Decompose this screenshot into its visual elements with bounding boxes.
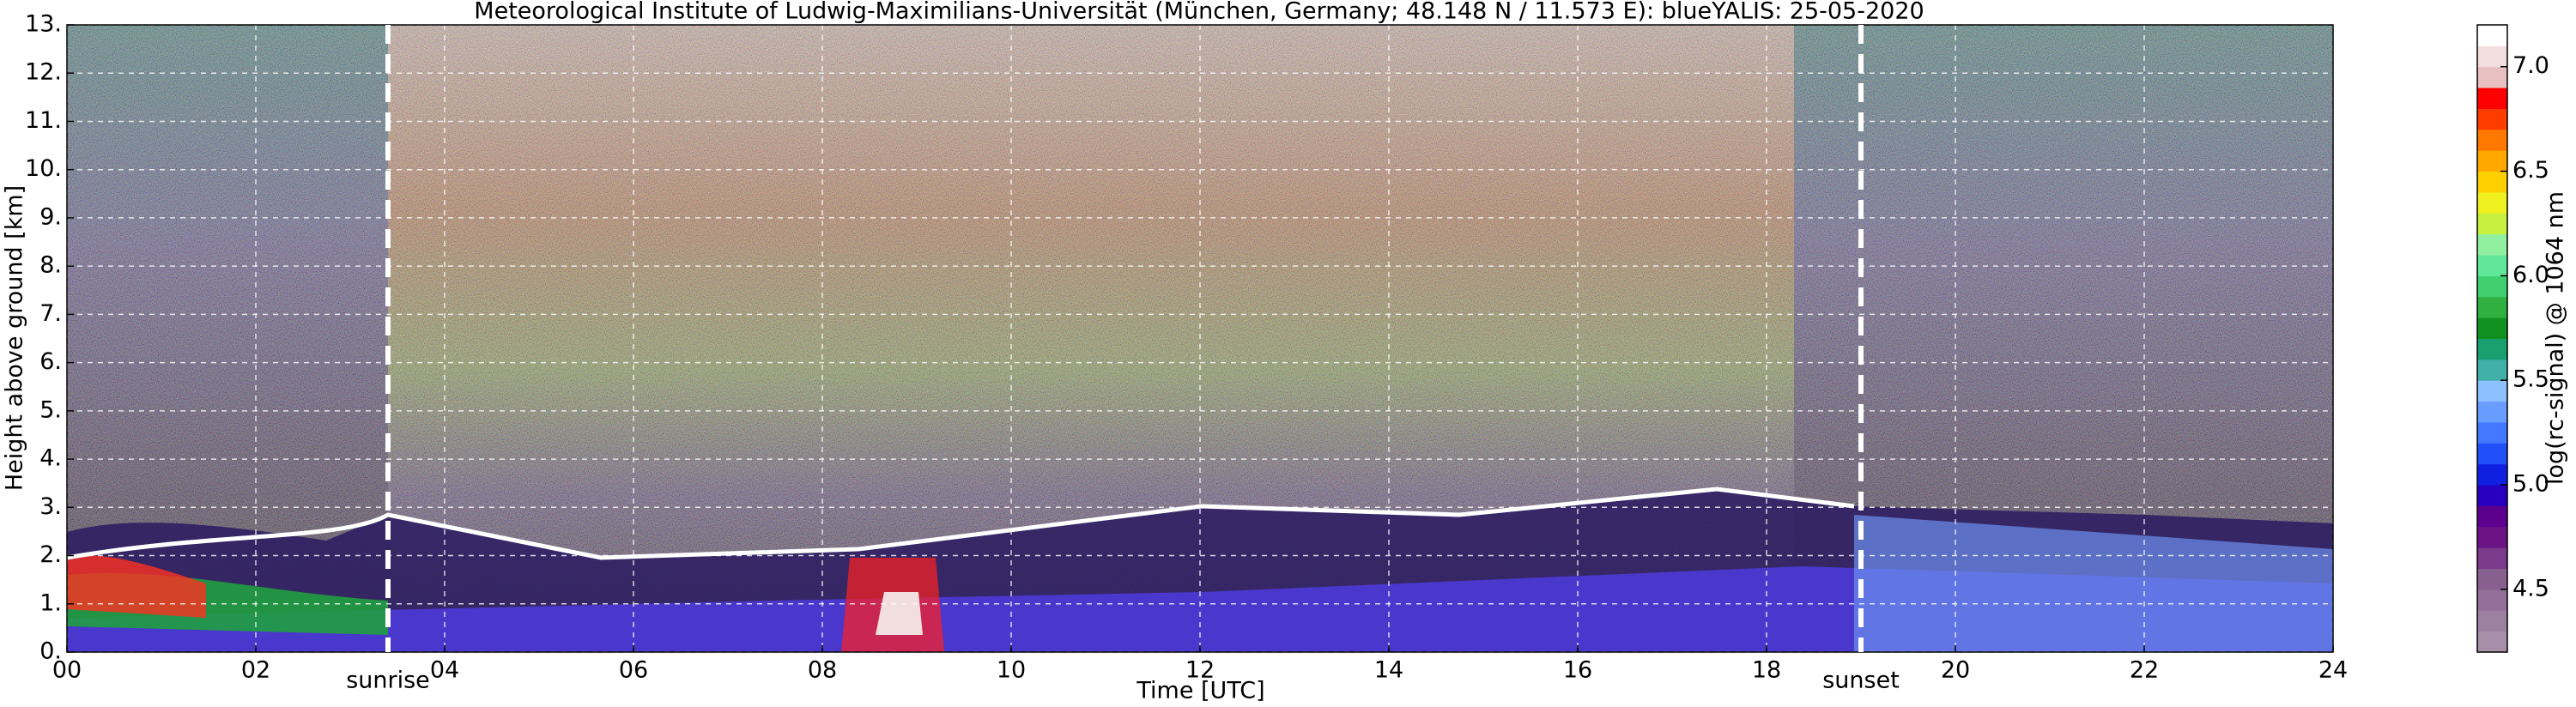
colorbar-swatch — [2477, 296, 2507, 318]
y-tick-label: 13. — [25, 11, 62, 38]
colorbar-swatch — [2477, 547, 2507, 570]
colorbar-swatch — [2477, 463, 2507, 486]
colorbar-frame — [2476, 24, 2508, 653]
y-tick-label: 12. — [25, 59, 62, 86]
colorbar-tick-label: 4.5 — [2512, 575, 2549, 601]
colorbar-swatch — [2477, 526, 2507, 548]
colorbar-swatch — [2477, 610, 2507, 632]
colorbar-swatch — [2477, 505, 2507, 528]
x-axis-label: Time [UTC] — [1136, 678, 1264, 704]
y-tick-label: 11. — [25, 107, 62, 134]
colorbar-swatch — [2477, 233, 2507, 256]
x-tick-label: 24 — [2318, 657, 2348, 684]
annotation-label: sunset — [1822, 668, 1900, 694]
y-axis-label: Height above ground [km] — [2, 185, 28, 491]
colorbar-swatch — [2477, 25, 2507, 46]
y-tick-label: 8. — [39, 252, 62, 279]
colorbar-swatch — [2477, 631, 2507, 653]
x-tick-label: 06 — [619, 657, 648, 684]
x-tick-label: 08 — [808, 657, 837, 684]
colorbar-swatch — [2477, 255, 2507, 276]
y-tick-label: 10. — [25, 155, 62, 182]
x-tick-label: 10 — [997, 657, 1026, 684]
colorbar-label: log(rc-signal) @ 1064 nm — [2543, 191, 2569, 485]
x-tick-label: 20 — [1941, 657, 1970, 684]
y-tick-label: 0. — [39, 638, 62, 665]
x-tick-label: 00 — [52, 657, 82, 684]
colorbar-tick-label: 5.0 — [2512, 471, 2549, 498]
colorbar-swatch — [2477, 66, 2507, 88]
y-tick-label: 4. — [39, 445, 62, 472]
colorbar-swatch — [2477, 171, 2507, 193]
colorbar-swatch — [2477, 129, 2507, 151]
colorbar-swatch — [2477, 568, 2507, 590]
x-tick-label: 04 — [430, 657, 459, 684]
x-tick-label: 22 — [2130, 657, 2159, 684]
y-tick-label: 9. — [39, 203, 62, 230]
colorbar-swatch — [2477, 88, 2507, 109]
colorbar-swatch — [2477, 150, 2507, 172]
x-tick-label: 02 — [241, 657, 270, 684]
colorbar-swatch — [2477, 191, 2507, 214]
colorbar-tick-label: 6.5 — [2512, 157, 2549, 184]
y-tick-label: 3. — [39, 493, 62, 520]
colorbar-swatch — [2477, 45, 2507, 68]
colorbar-swatch — [2477, 213, 2507, 235]
colorbar-swatch — [2477, 485, 2507, 506]
colorbar-swatch — [2477, 275, 2507, 298]
colorbar-swatch — [2477, 421, 2507, 444]
y-tick-label: 6. — [39, 348, 62, 375]
colorbar-swatch — [2477, 401, 2507, 423]
colorbar-tick-label: 5.5 — [2512, 366, 2549, 393]
x-tick-label: 14 — [1374, 657, 1403, 684]
x-tick-label: 12 — [1185, 657, 1215, 684]
annotation-label: sunrise — [346, 668, 430, 694]
chart-title: Meteorological Institute of Ludwig-Maxim… — [474, 0, 1924, 25]
x-tick-label: 18 — [1752, 657, 1781, 684]
y-tick-label: 2. — [39, 541, 62, 568]
colorbar-swatch — [2477, 338, 2507, 360]
y-tick-label: 1. — [39, 589, 62, 616]
colorbar-swatch — [2477, 359, 2507, 381]
colorbar-swatch — [2477, 443, 2507, 465]
colorbar-tick-label: 7.0 — [2512, 52, 2549, 79]
y-tick-label: 5. — [39, 396, 62, 423]
y-tick-label: 7. — [39, 300, 62, 327]
colorbar-swatch — [2477, 589, 2507, 611]
colorbar-swatch — [2477, 380, 2507, 402]
colorbar-swatch — [2477, 317, 2507, 339]
x-tick-label: 16 — [1563, 657, 1592, 684]
colorbar-swatch — [2477, 108, 2507, 130]
colorbar-tick-label: 6.0 — [2512, 262, 2549, 288]
